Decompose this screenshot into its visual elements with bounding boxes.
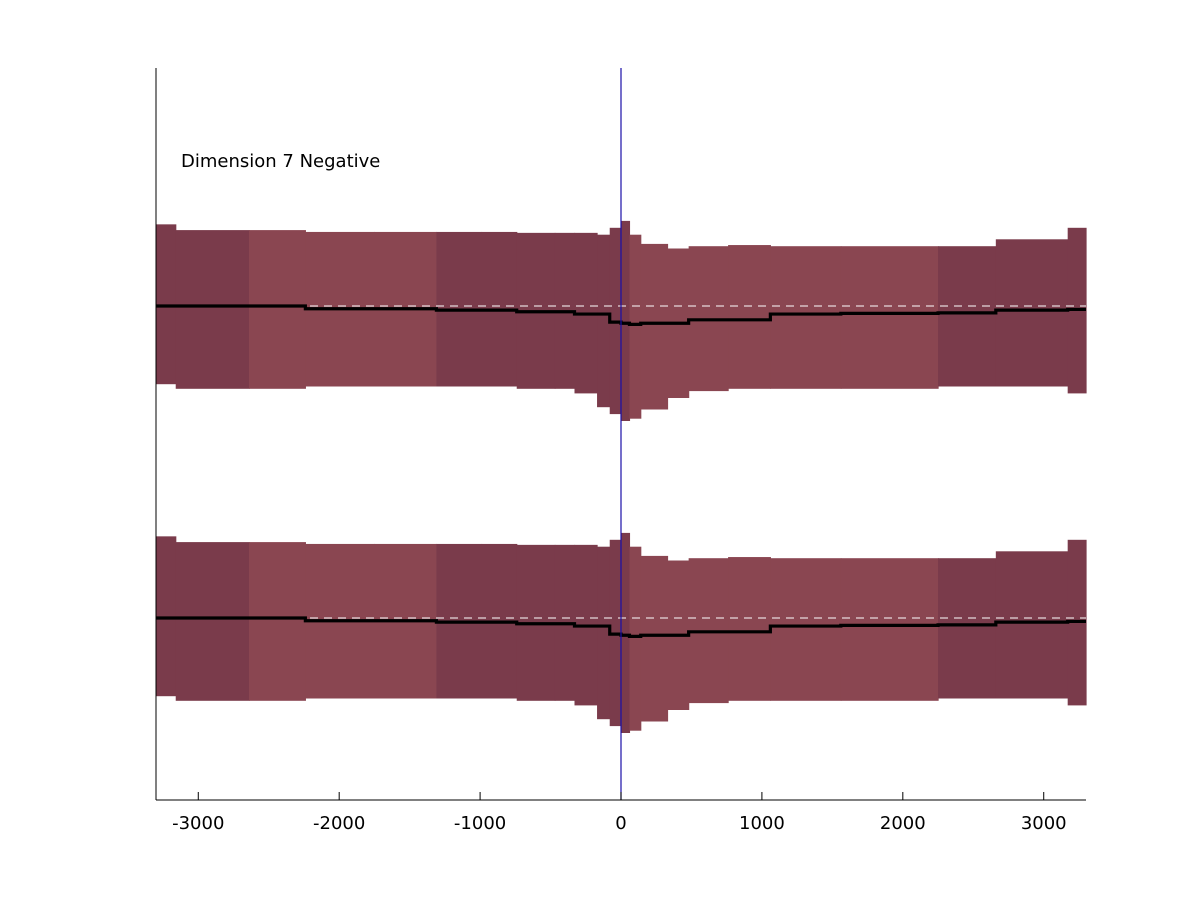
band-segment-track-1 (995, 239, 1069, 387)
x-tick-label: -1000 (454, 813, 506, 834)
band-segment-track-2 (840, 558, 939, 701)
band-segment-track-2 (728, 557, 771, 701)
band-segment-track-2 (597, 546, 611, 720)
band-segment-track-2 (640, 555, 669, 722)
band-segment-track-2 (995, 551, 1069, 699)
band-segment-track-1 (938, 246, 997, 387)
mean-line-track-1 (156, 304, 1086, 326)
band-segment-track-1 (770, 246, 842, 389)
band-segment-track-2 (770, 558, 842, 701)
band-segment-track-2 (621, 532, 631, 733)
x-tick-label: 2000 (880, 813, 926, 834)
chart-title: Dimension 7 Negative (181, 151, 380, 172)
band-segment-track-1 (728, 245, 771, 389)
band-segment-track-1 (840, 246, 939, 389)
band-segment-track-1 (597, 234, 611, 408)
band-segment-track-1 (156, 224, 177, 385)
band-segment-track-1 (621, 220, 631, 421)
x-tick-label: 1000 (739, 813, 785, 834)
mean-line-track-2 (156, 616, 1086, 638)
x-tick-label: 3000 (1021, 813, 1067, 834)
mean-lines-layer (156, 304, 1086, 638)
band-segment-track-2 (156, 536, 177, 697)
band-segment-track-1 (640, 243, 669, 410)
band-segment-track-1 (629, 234, 642, 419)
band-segment-track-1 (175, 230, 250, 389)
band-segment-track-1 (249, 230, 306, 389)
x-tick-label: 0 (615, 813, 626, 834)
x-tick-label: -3000 (172, 813, 224, 834)
x-ticks-layer: -3000 -2000 -1000 0 1000 2000 3000 (172, 792, 1067, 834)
x-tick-label: -2000 (313, 813, 365, 834)
band-segment-track-2 (629, 546, 642, 731)
band-segment-track-2 (175, 542, 250, 701)
band-segment-track-2 (249, 542, 306, 701)
band-segment-track-2 (938, 558, 997, 699)
